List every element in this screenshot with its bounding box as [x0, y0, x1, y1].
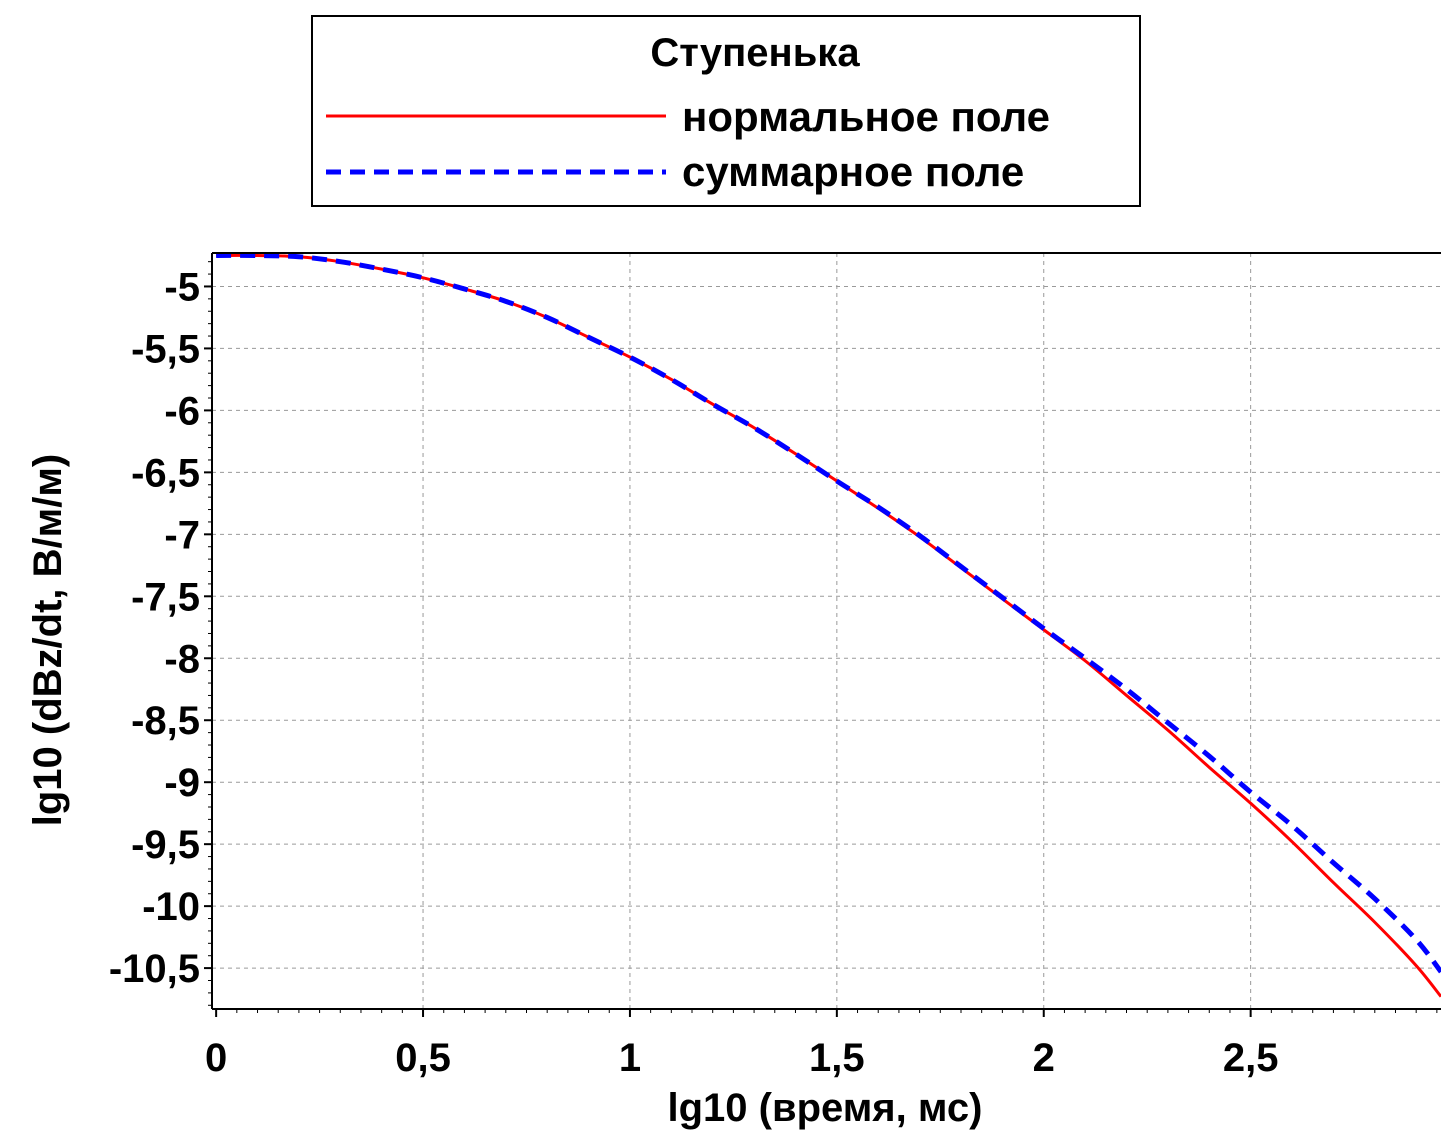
legend: Ступенька нормальное поле суммарное поле [311, 15, 1141, 207]
y-tick-label: -8,5 [131, 699, 200, 743]
x-axis-ticks: 0 0,5 1 1,5 2 2,5 [205, 1009, 1438, 1080]
legend-label-normal: нормальное поле [682, 93, 1050, 140]
legend-title: Ступенька [650, 31, 860, 75]
y-tick-label: -6 [164, 389, 200, 433]
x-tick-label: 2 [1033, 1036, 1055, 1080]
x-tick-label: 1,5 [809, 1036, 865, 1080]
y-tick-label: -5,5 [131, 327, 200, 371]
y-tick-label: -5 [164, 265, 200, 309]
y-tick-label: -9,5 [131, 823, 200, 867]
legend-label-total: суммарное поле [682, 148, 1024, 195]
x-axis-title: lg10 (время, мс) [668, 1086, 983, 1130]
y-tick-label: -7 [164, 513, 200, 557]
y-tick-label: -7,5 [131, 575, 200, 619]
y-tick-label: -8 [164, 637, 200, 681]
y-tick-label: -6,5 [131, 451, 200, 495]
plot-frame [212, 253, 1441, 1009]
y-axis-ticks: -5 -5,5 -6 -6,5 -7 -7,5 -8 -8,5 -9 -9,5 -10 -10,5 [109, 261, 212, 1006]
x-tick-label: 0 [205, 1036, 227, 1080]
plot-area: 0 0,5 1 1,5 2 2,5 -5-5,5-6-6,5-7-7,5-8-8,5-9-… [109, 252, 1441, 1080]
x-tick-label: 0,5 [395, 1036, 451, 1080]
x-tick-label: 1 [619, 1036, 641, 1080]
y-tick-label: -9 [164, 761, 200, 805]
y-tick-label: -10,5 [109, 947, 200, 991]
series-line-total [216, 252, 1441, 974]
y-tick-label: -10 [142, 885, 200, 929]
grid [212, 253, 1441, 1009]
y-axis-title: lg10 (dBz/dt, В/м/м) [26, 454, 70, 827]
series-layer [216, 252, 1441, 998]
x-tick-label: 2,5 [1223, 1036, 1279, 1080]
